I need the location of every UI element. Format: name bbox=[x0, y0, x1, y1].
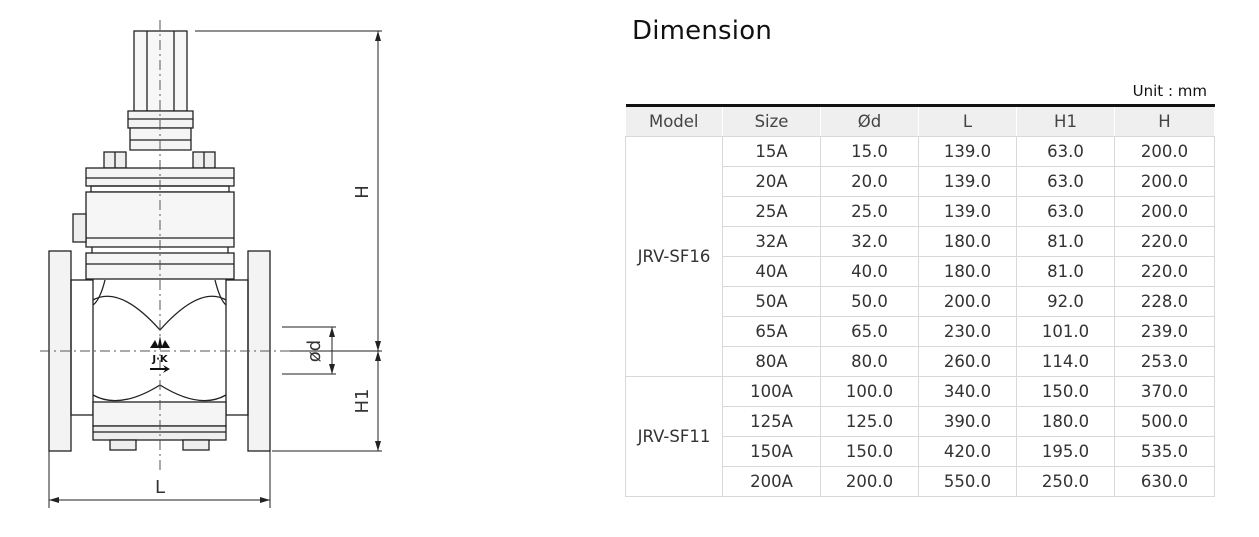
table-row: 32A 32.0 180.0 81.0 220.0 bbox=[626, 226, 1215, 257]
diameter-cell: 32.0 bbox=[820, 226, 919, 257]
h1-cell: 63.0 bbox=[1016, 166, 1115, 197]
length-cell: 139.0 bbox=[918, 166, 1017, 197]
size-cell: 65A bbox=[722, 316, 821, 347]
size-cell: 15A bbox=[722, 136, 821, 167]
diameter-cell: 20.0 bbox=[820, 166, 919, 197]
size-cell: 80A bbox=[722, 346, 821, 377]
diameter-cell: 15.0 bbox=[820, 136, 919, 167]
header-h: H bbox=[1114, 105, 1215, 137]
h-cell: 200.0 bbox=[1114, 166, 1215, 197]
size-cell: 125A bbox=[722, 406, 821, 437]
table-row: 200A 200.0 550.0 250.0 630.0 bbox=[626, 466, 1215, 497]
length-cell: 340.0 bbox=[918, 376, 1017, 407]
header-length: L bbox=[918, 105, 1017, 137]
size-cell: 25A bbox=[722, 196, 821, 227]
dim-label-d: ød bbox=[304, 340, 325, 362]
h1-cell: 150.0 bbox=[1016, 376, 1115, 407]
h1-cell: 92.0 bbox=[1016, 286, 1115, 317]
length-cell: 420.0 bbox=[918, 436, 1017, 467]
length-cell: 390.0 bbox=[918, 406, 1017, 437]
header-diameter: Ød bbox=[820, 105, 919, 137]
size-cell: 20A bbox=[722, 166, 821, 197]
length-cell: 200.0 bbox=[918, 286, 1017, 317]
h1-cell: 81.0 bbox=[1016, 226, 1115, 257]
h1-cell: 63.0 bbox=[1016, 136, 1115, 167]
h1-cell: 250.0 bbox=[1016, 466, 1115, 497]
diameter-cell: 100.0 bbox=[820, 376, 919, 407]
h-cell: 630.0 bbox=[1114, 466, 1215, 497]
diameter-cell: 125.0 bbox=[820, 406, 919, 437]
h-cell: 220.0 bbox=[1114, 256, 1215, 287]
h-cell: 228.0 bbox=[1114, 286, 1215, 317]
h-cell: 220.0 bbox=[1114, 226, 1215, 257]
logo-text: J·K bbox=[151, 354, 169, 365]
table-row: 40A 40.0 180.0 81.0 220.0 bbox=[626, 256, 1215, 287]
length-cell: 230.0 bbox=[918, 316, 1017, 347]
dimension-table: Model Size Ød L H1 H JRV-SF16 15A 15.0 139.… bbox=[625, 104, 1215, 497]
unit-label: Unit : mm bbox=[1132, 82, 1207, 100]
model-cell: JRV-SF16 bbox=[625, 136, 723, 377]
header-size: Size bbox=[722, 105, 821, 137]
h-cell: 253.0 bbox=[1114, 346, 1215, 377]
table-row: JRV-SF16 15A 15.0 139.0 63.0 200.0 bbox=[625, 136, 1215, 377]
length-cell: 180.0 bbox=[918, 256, 1017, 287]
size-cell: 40A bbox=[722, 256, 821, 287]
h1-cell: 180.0 bbox=[1016, 406, 1115, 437]
length-cell: 550.0 bbox=[918, 466, 1017, 497]
h1-cell: 101.0 bbox=[1016, 316, 1115, 347]
h1-cell: 63.0 bbox=[1016, 196, 1115, 227]
diameter-cell: 80.0 bbox=[820, 346, 919, 377]
length-cell: 139.0 bbox=[918, 136, 1017, 167]
dim-label-h: H bbox=[352, 185, 373, 199]
diameter-cell: 65.0 bbox=[820, 316, 919, 347]
dim-label-l: L bbox=[155, 477, 165, 498]
size-cell: 200A bbox=[722, 466, 821, 497]
diameter-cell: 150.0 bbox=[820, 436, 919, 467]
table-row: 80A 80.0 260.0 114.0 253.0 bbox=[626, 346, 1215, 377]
length-cell: 260.0 bbox=[918, 346, 1017, 377]
page-title: Dimension bbox=[632, 16, 773, 46]
length-cell: 139.0 bbox=[918, 196, 1017, 227]
size-cell: 50A bbox=[722, 286, 821, 317]
h1-cell: 114.0 bbox=[1016, 346, 1115, 377]
h-cell: 200.0 bbox=[1114, 196, 1215, 227]
diameter-cell: 25.0 bbox=[820, 196, 919, 227]
h-cell: 239.0 bbox=[1114, 316, 1215, 347]
h-cell: 535.0 bbox=[1114, 436, 1215, 467]
h-cell: 200.0 bbox=[1114, 136, 1215, 167]
length-cell: 180.0 bbox=[918, 226, 1017, 257]
jk-logo-icon: J·K bbox=[150, 336, 170, 373]
size-cell: 32A bbox=[722, 226, 821, 257]
h-cell: 370.0 bbox=[1114, 376, 1215, 407]
table-row: 50A 50.0 200.0 92.0 228.0 bbox=[626, 286, 1215, 317]
table-row: 20A 20.0 139.0 63.0 200.0 bbox=[626, 166, 1215, 197]
h-cell: 500.0 bbox=[1114, 406, 1215, 437]
size-cell: 100A bbox=[722, 376, 821, 407]
table-header-row: Model Size Ød L H1 H bbox=[625, 105, 1215, 137]
diameter-cell: 50.0 bbox=[820, 286, 919, 317]
header-h1: H1 bbox=[1016, 105, 1115, 137]
table-row: JRV-SF11 100A 100.0 340.0 150.0 370.0 bbox=[625, 376, 1215, 497]
diameter-cell: 40.0 bbox=[820, 256, 919, 287]
diameter-cell: 200.0 bbox=[820, 466, 919, 497]
valve-dimension-drawing: J·K H H1 ød L bbox=[40, 20, 382, 508]
dim-label-h1: H1 bbox=[352, 389, 373, 414]
size-cell: 150A bbox=[722, 436, 821, 467]
model-cell: JRV-SF11 bbox=[625, 376, 723, 497]
header-model: Model bbox=[625, 105, 723, 137]
h1-cell: 195.0 bbox=[1016, 436, 1115, 467]
h1-cell: 81.0 bbox=[1016, 256, 1115, 287]
